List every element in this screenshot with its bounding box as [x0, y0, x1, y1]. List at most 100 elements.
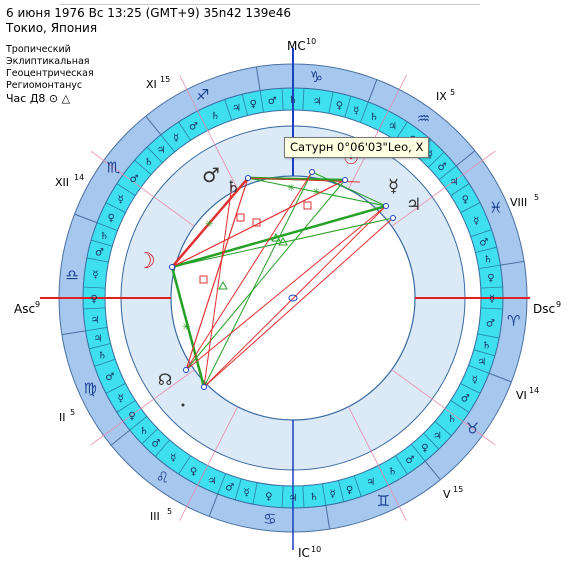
mercury-term-icon: ☿: [243, 488, 249, 499]
aspect-line: [171, 204, 387, 269]
term-divider: [129, 416, 148, 431]
term-divider: [85, 327, 108, 332]
aspect-line: [185, 179, 346, 371]
center-type: Геоцентрическая: [6, 68, 94, 79]
term-divider: [116, 400, 136, 413]
term-divider: [395, 455, 408, 475]
sun-anchor: [342, 177, 348, 183]
sign-divider: [255, 66, 261, 91]
aries-sign-icon: ♈: [507, 312, 520, 330]
term-divider: [83, 286, 106, 289]
aspect-line: [203, 205, 387, 388]
mars-icon[interactable]: ♂: [202, 163, 220, 187]
trine-aspect-icon: [278, 236, 288, 246]
aspect-line: [203, 171, 313, 388]
aspect-line: [171, 217, 394, 268]
venus-term-icon: ♀: [108, 213, 115, 224]
house-degree: 5: [70, 408, 75, 417]
sextile-aspect-icon: ✳: [182, 322, 190, 333]
house-label: XII: [55, 176, 69, 189]
leo-sign-icon: ♌: [156, 469, 169, 487]
term-divider: [338, 480, 345, 502]
term-divider: [470, 229, 492, 238]
mercury-term-icon: ☿: [118, 394, 124, 405]
aspect-line: [247, 177, 387, 207]
venus-term-icon: ♀: [462, 195, 469, 206]
term-divider: [460, 382, 481, 394]
mercury-term-icon: ☿: [489, 294, 495, 305]
term-divider: [411, 443, 426, 462]
saturn-icon[interactable]: ♄: [226, 177, 240, 196]
aspect-line: [247, 177, 361, 183]
chart-header: 6 июня 1976 Вс 13:25 (GMT+9) 35n42 139e4…: [6, 6, 291, 36]
mercury-term-icon: ☿: [173, 133, 179, 144]
north-node-icon[interactable]: ☊: [158, 370, 172, 389]
ic-label: IC: [298, 546, 310, 560]
term-divider: [160, 134, 175, 153]
saturn-term-icon: ♄: [388, 466, 397, 477]
sextile-aspect-icon: ✳: [312, 187, 320, 198]
house-degree: 15: [160, 75, 170, 84]
term-divider: [146, 146, 163, 164]
term-divider: [460, 202, 481, 214]
minor-point-icon: [181, 403, 185, 407]
term-divider: [438, 165, 457, 180]
venus-term-icon: ♀: [421, 443, 428, 454]
jupiter-term-icon: ♃: [366, 477, 375, 488]
term-divider: [359, 101, 369, 123]
mars-term-icon: ♂: [479, 237, 488, 248]
house-cusp-line: [179, 406, 238, 521]
house-cusp-line: [391, 369, 496, 446]
mercury-term-icon: ☿: [330, 489, 336, 500]
term-divider: [91, 239, 113, 247]
mc-degree: 10: [306, 37, 316, 46]
mars-anchor: [245, 175, 251, 181]
moon-icon[interactable]: ☽: [136, 249, 156, 274]
birth-place-line: Токио, Япония: [6, 21, 98, 35]
house-cusps: [90, 75, 496, 521]
term-divider: [241, 94, 248, 116]
venus-term-icon: ♀: [190, 466, 197, 477]
jupiter-term-icon: ♃: [450, 177, 459, 188]
aspect-line: [185, 171, 313, 371]
term-divider: [154, 439, 170, 457]
term-divider: [328, 91, 334, 114]
sign-divider: [74, 213, 98, 224]
term-divider: [302, 485, 305, 508]
aspect-line: [185, 177, 249, 371]
sign-divider: [325, 505, 331, 530]
square-aspect-icon: [236, 213, 245, 222]
mercury-term-icon: ☿: [170, 453, 176, 464]
mercury-icon[interactable]: ☿: [388, 176, 399, 197]
term-divider: [468, 364, 490, 374]
term-divider: [234, 478, 242, 500]
chart-settings: Тропический Эклиптикальная Геоцентрическ…: [6, 44, 94, 105]
term-divider: [480, 307, 503, 310]
house-system: Региомонтанус: [6, 80, 83, 91]
house-label: II: [59, 411, 66, 424]
saturn-term-icon: ♄: [482, 340, 491, 351]
jupiter-term-icon: ♃: [208, 476, 217, 487]
term-divider: [480, 286, 503, 289]
term-divider: [217, 473, 227, 495]
term-divider: [252, 482, 258, 505]
aspect-line: [185, 205, 387, 371]
jupiter-term-icon: ♃: [313, 96, 322, 107]
jupiter-anchor: [390, 215, 396, 221]
house-label: VI: [516, 389, 527, 402]
venus-term-icon: ♀: [336, 100, 343, 111]
dsc-label: Dsc: [533, 302, 555, 316]
house-degree: 5: [534, 193, 539, 202]
mercury-term-icon: ☿: [427, 150, 433, 161]
saturn-term-icon: ♄: [100, 231, 109, 242]
sign-divider: [455, 150, 476, 167]
aspect-line: [170, 266, 206, 388]
term-divider: [475, 246, 497, 253]
moon-anchor: [169, 264, 175, 270]
aspect-lines: ✳ ✳ ✳ ✳: [169, 169, 396, 390]
sagittarius-sign-icon: ♐: [196, 86, 209, 104]
house-label: IX: [436, 90, 447, 103]
jupiter-icon[interactable]: ♃: [406, 195, 421, 215]
saturn-term-icon: ♄: [98, 351, 107, 362]
